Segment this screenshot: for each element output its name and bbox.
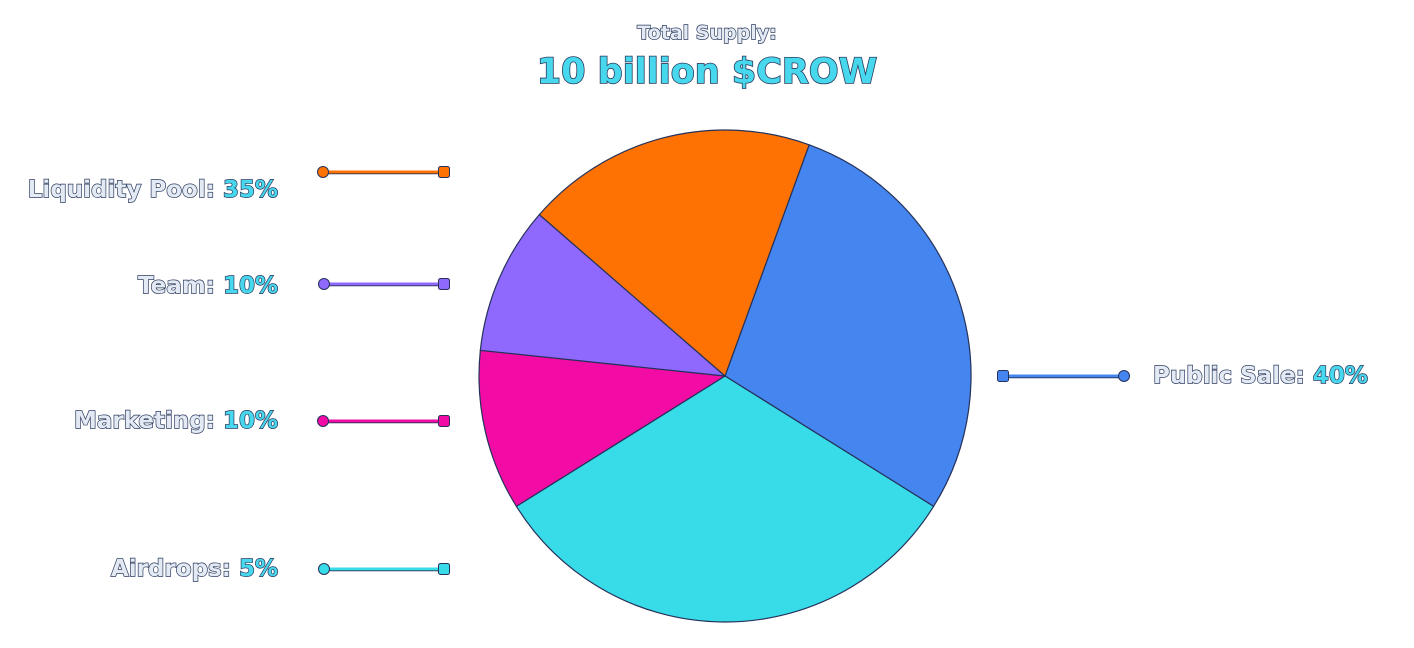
callout-airdrops (318, 563, 450, 575)
callout-square (438, 278, 450, 290)
pie-slice-liquidity-pool (538, 129, 810, 378)
callout-dot (317, 415, 329, 427)
pie-slice-airdrops (515, 375, 935, 623)
slice-label-percent: 40% (1312, 362, 1368, 389)
callout-square (438, 415, 450, 427)
callout-liquidity-pool (317, 166, 450, 178)
callout-square (438, 166, 450, 178)
callout-dot (317, 166, 329, 178)
slice-label-name: Public Sale: (1152, 362, 1313, 389)
chart-subtitle: Total Supply: (637, 21, 778, 44)
slice-label-team: Team: 10% (137, 272, 278, 299)
pie-slice-team (479, 213, 727, 377)
callout-dot (318, 278, 330, 290)
slice-label-liquidity-pool: Liquidity Pool: 35% (27, 176, 279, 203)
slice-label-name: Airdrops: (110, 555, 239, 582)
slice-label-name: Liquidity Pool: (27, 176, 223, 203)
callout-public-sale (997, 370, 1130, 382)
slice-label-percent: 5% (238, 555, 278, 582)
slice-label-name: Team: (137, 272, 223, 299)
slice-label-percent: 10% (222, 407, 278, 434)
callout-marketing (317, 415, 450, 427)
callout-square (438, 563, 450, 575)
pie-slice-public-sale (724, 144, 972, 508)
slice-label-percent: 35% (222, 176, 278, 203)
slice-label-percent: 10% (222, 272, 278, 299)
pie-slice-marketing (478, 349, 727, 508)
slice-label-airdrops: Airdrops: 5% (110, 555, 278, 582)
slice-label-name: Marketing: (73, 407, 223, 434)
callout-team (318, 278, 450, 290)
slice-label-marketing: Marketing: 10% (73, 407, 278, 434)
callout-dot (318, 563, 330, 575)
chart-title: 10 billion $CROW (536, 51, 878, 93)
callout-square (997, 370, 1009, 382)
callout-dot (1118, 370, 1130, 382)
slice-label-public-sale: Public Sale: 40% (1152, 362, 1368, 389)
